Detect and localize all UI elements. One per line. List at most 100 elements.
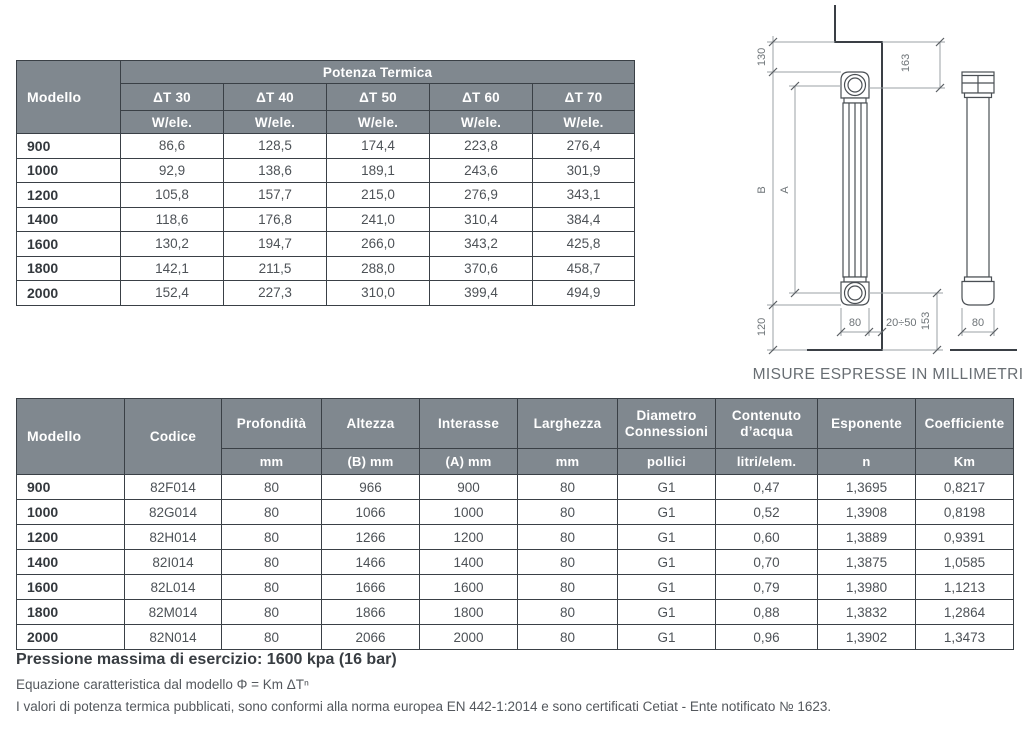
exponent-unit-header: n: [817, 448, 916, 475]
radiator-dimension-drawing: 130 163 B A 120 80 20÷50 153 80 MISURE E…: [753, 5, 1023, 383]
value-cell: 82N014: [124, 624, 222, 650]
characteristic-equation-note: Equazione caratteristica dal modello Φ =…: [16, 677, 309, 692]
value-cell: 0,9391: [915, 524, 1014, 550]
value-cell: 1,3889: [817, 524, 916, 550]
radiator-front-view: [840, 71, 870, 306]
water-content-unit-header: litri/elem.: [715, 448, 818, 475]
value-cell: 1400: [419, 549, 518, 575]
table-row: 1400 82I014 80 1466 1400 80 G1 0,70 1,3875 1,0585: [16, 549, 1014, 575]
table-row: 1400 118,6 176,8 241,0 310,4 384,4: [16, 206, 636, 232]
value-cell: 301,9: [531, 157, 636, 183]
value-cell: 458,7: [531, 255, 636, 281]
thermal-output-table: Modello Potenza Termica ΔT 30 ΔT 40 ΔT 5…: [16, 60, 636, 306]
value-cell: G1: [617, 574, 716, 600]
table-row: 1000 82G014 80 1066 1000 80 G1 0,52 1,3908 0,8198: [16, 499, 1014, 525]
value-cell: 1666: [321, 574, 420, 600]
value-cell: 80: [221, 474, 322, 500]
value-cell: 0,52: [715, 499, 818, 525]
model-cell: 2000: [16, 624, 125, 650]
dim-bottom-connection-label: 153: [920, 312, 932, 330]
value-cell: G1: [617, 624, 716, 650]
value-cell: 105,8: [120, 182, 224, 208]
table-row: 1600 82L014 80 1666 1600 80 G1 0,79 1,3980 1,1213: [16, 574, 1014, 600]
value-cell: 1866: [321, 599, 420, 625]
value-cell: G1: [617, 549, 716, 575]
depth-column-header: Profondità: [221, 398, 322, 449]
model-cell: 1000: [16, 157, 121, 183]
value-cell: 0,96: [715, 624, 818, 650]
value-cell: 1600: [419, 574, 518, 600]
value-cell: 128,5: [223, 133, 327, 159]
value-cell: 80: [221, 549, 322, 575]
dim-side-width-label: 80: [972, 317, 984, 329]
model-cell: 1200: [16, 524, 125, 550]
value-cell: 176,8: [223, 206, 327, 232]
value-cell: 399,4: [429, 280, 533, 306]
dim-height-b-label: B: [756, 186, 768, 193]
value-cell: G1: [617, 524, 716, 550]
value-cell: 80: [517, 474, 618, 500]
dimensions-table: Modello Codice Profondità Altezza Intera…: [16, 398, 1014, 650]
value-cell: 86,6: [120, 133, 224, 159]
value-cell: 157,7: [223, 182, 327, 208]
value-cell: 1,3695: [817, 474, 916, 500]
value-cell: 80: [221, 524, 322, 550]
value-cell: 82H014: [124, 524, 222, 550]
value-cell: 189,1: [326, 157, 430, 183]
value-cell: 343,1: [531, 182, 636, 208]
max-pressure-note: Pressione massima di esercizio: 1600 kpa…: [16, 651, 397, 668]
value-cell: 343,2: [429, 231, 533, 257]
value-cell: 425,8: [531, 231, 636, 257]
value-cell: 0,47: [715, 474, 818, 500]
value-cell: 310,0: [326, 280, 430, 306]
code-column-header: Codice: [124, 398, 222, 475]
model-cell: 1000: [16, 499, 125, 525]
dim-top-offset-label: 130: [756, 48, 768, 66]
interaxis-unit-header: (A) mm: [419, 448, 518, 475]
value-cell: 266,0: [326, 231, 430, 257]
value-cell: 80: [221, 599, 322, 625]
value-cell: 0,8198: [915, 499, 1014, 525]
value-cell: 174,4: [326, 133, 430, 159]
model-cell: 1600: [16, 574, 125, 600]
value-cell: 82G014: [124, 499, 222, 525]
exponent-column-header: Esponente: [817, 398, 916, 449]
value-cell: 80: [517, 524, 618, 550]
model-cell: 1200: [16, 182, 121, 208]
value-cell: 1266: [321, 524, 420, 550]
value-cell: 211,5: [223, 255, 327, 281]
thermal-output-group-header: Potenza Termica: [119, 60, 636, 84]
model-column-header: Modello: [16, 60, 121, 134]
value-cell: 0,8217: [915, 474, 1014, 500]
unit-header: W/ele.: [223, 110, 327, 134]
height-column-header: Altezza: [321, 398, 420, 449]
table-row: 2000 152,4 227,3 310,0 399,4 494,9: [16, 280, 636, 306]
value-cell: 1,3902: [817, 624, 916, 650]
value-cell: 80: [517, 599, 618, 625]
value-cell: 223,8: [429, 133, 533, 159]
delta-t-70-header: ΔT 70: [531, 83, 636, 111]
delta-t-50-header: ΔT 50: [326, 83, 430, 111]
value-cell: 2000: [419, 624, 518, 650]
radiator-side-view: [961, 71, 995, 306]
dimension-lines: [767, 36, 999, 355]
model-cell: 900: [16, 133, 121, 159]
model-cell: 1600: [16, 231, 121, 257]
value-cell: 1000: [419, 499, 518, 525]
certification-note: I valori di potenza termica pubblicati, …: [16, 698, 832, 714]
coefficient-unit-header: Km: [915, 448, 1014, 475]
value-cell: 310,4: [429, 206, 533, 232]
water-content-column-header: Contenuto d’acqua: [715, 398, 818, 449]
unit-header: W/ele.: [326, 110, 430, 134]
value-cell: 1,1213: [915, 574, 1014, 600]
width-column-header: Larghezza: [517, 398, 618, 449]
model-cell: 1400: [16, 549, 125, 575]
value-cell: 1066: [321, 499, 420, 525]
table-row: 1000 92,9 138,6 189,1 243,6 301,9: [16, 157, 636, 183]
value-cell: 80: [221, 574, 322, 600]
value-cell: 152,4: [120, 280, 224, 306]
connection-diameter-unit-header: pollici: [617, 448, 716, 475]
table-row: 1600 130,2 194,7 266,0 343,2 425,8: [16, 231, 636, 257]
value-cell: 288,0: [326, 255, 430, 281]
model-cell: 1800: [16, 255, 121, 281]
